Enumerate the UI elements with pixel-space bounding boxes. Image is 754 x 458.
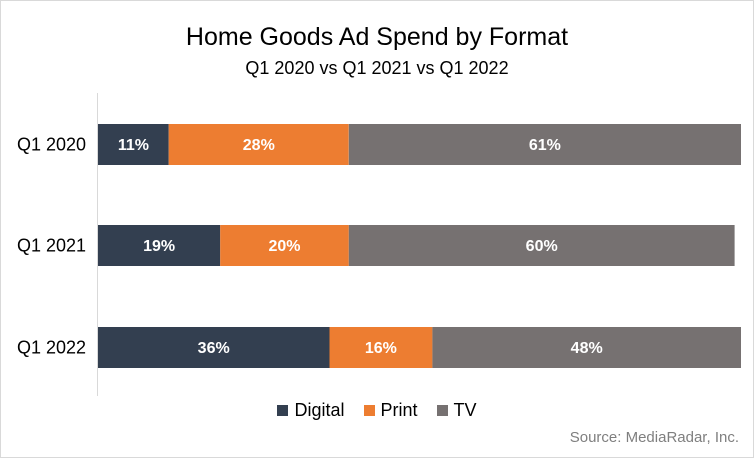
bar-print-q1-2022 [329,327,433,368]
legend-label-digital: Digital [294,400,345,420]
bar-digital-q1-2021 [98,225,221,266]
chart-title: Home Goods Ad Spend by Format [185,23,569,51]
source-note: Source: MediaRadar, Inc. [569,429,739,446]
bar-digital-q1-2022 [98,327,330,368]
legend-swatch-digital [277,405,289,416]
legend-label-tv: TV [453,400,477,420]
data-label-tv-q1-2021: 60% [526,238,558,255]
data-label-digital-q1-2022: 36% [198,340,230,357]
bar-digital-q1-2020 [98,124,169,165]
legend-item-tv: TV [436,400,477,421]
legend-swatch-print [363,405,375,416]
category-label-q1-2021: Q1 2021 [17,236,86,256]
bar-tv-q1-2020 [348,124,741,165]
legend-swatch-tv [436,405,448,416]
category-labels: Q1 2020 Q1 2021 Q1 2022 [17,135,86,358]
legend-item-print: Print [363,400,418,421]
data-label-tv-q1-2022: 48% [571,340,603,357]
data-label-print-q1-2021: 20% [268,238,300,255]
bar-tv-q1-2021 [348,225,735,266]
data-label-digital-q1-2021: 19% [143,238,175,255]
data-label-tv-q1-2020: 61% [529,137,561,154]
legend-label-print: Print [380,400,418,420]
legend-item-digital: Digital [277,400,344,421]
bar-print-q1-2020 [168,124,349,165]
bar-print-q1-2021 [220,225,349,266]
data-label-digital-q1-2020: 11% [118,137,149,154]
legend: Digital Print TV [1,400,753,421]
bars: 11% 28% 61% 19% 20% 60% 36% 16% 48% [98,124,741,368]
data-label-print-q1-2020: 28% [243,137,275,154]
data-label-print-q1-2022: 16% [365,340,397,357]
chart-subtitle: Q1 2020 vs Q1 2021 vs Q1 2022 [245,58,509,78]
category-label-q1-2022: Q1 2022 [17,338,86,358]
category-label-q1-2020: Q1 2020 [17,135,86,155]
bar-tv-q1-2022 [432,327,741,368]
